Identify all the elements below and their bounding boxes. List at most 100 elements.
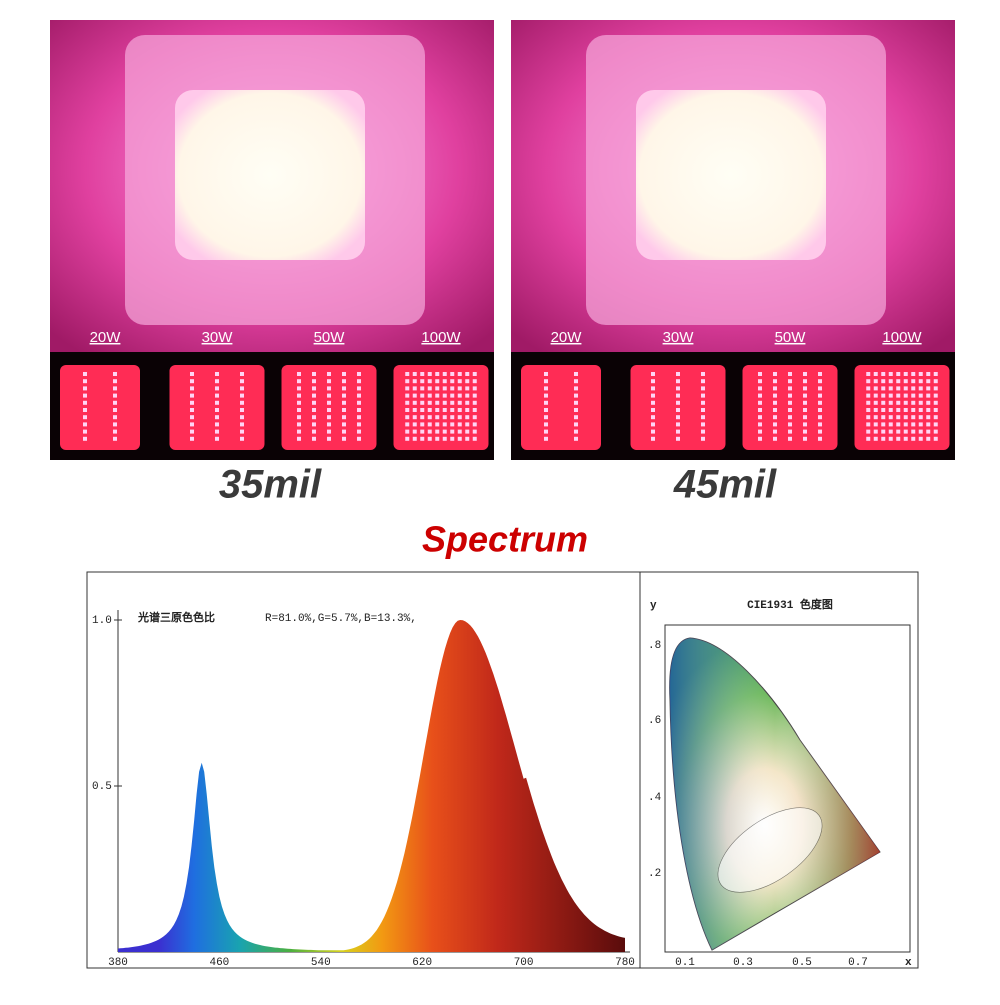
led-dot bbox=[903, 429, 908, 434]
led-dot bbox=[83, 400, 87, 405]
led-dot bbox=[911, 408, 916, 412]
led-dot bbox=[881, 379, 886, 384]
led-dot bbox=[412, 386, 417, 391]
cie-x-axis: x bbox=[905, 957, 912, 969]
led-dot bbox=[312, 422, 316, 427]
led-dot bbox=[933, 372, 938, 376]
led-dot bbox=[240, 393, 244, 398]
led-dot bbox=[190, 393, 194, 398]
led-dot bbox=[773, 429, 777, 434]
led-dot bbox=[312, 429, 316, 434]
cie-y-label: .4 bbox=[648, 792, 662, 804]
led-dot bbox=[450, 429, 455, 434]
led-dot bbox=[83, 393, 87, 398]
led-dot bbox=[442, 408, 447, 412]
led-dot bbox=[788, 400, 792, 405]
led-dot bbox=[357, 400, 361, 405]
led-dot bbox=[866, 386, 871, 391]
led-dot bbox=[926, 386, 931, 391]
led-dot bbox=[215, 436, 219, 441]
led-dot bbox=[427, 393, 432, 398]
led-dot bbox=[701, 379, 705, 384]
led-dot bbox=[881, 408, 886, 412]
led-dot bbox=[427, 429, 432, 434]
led-dot bbox=[911, 400, 916, 405]
led-dot bbox=[412, 408, 417, 412]
led-dot bbox=[457, 422, 462, 427]
led-dot bbox=[240, 429, 244, 434]
led-dot bbox=[190, 400, 194, 405]
led-dot bbox=[903, 372, 908, 376]
led-dot bbox=[412, 422, 417, 427]
chip bbox=[630, 365, 726, 450]
led-dot bbox=[701, 408, 705, 412]
led-dot bbox=[933, 422, 938, 427]
led-dot bbox=[773, 393, 777, 398]
led-dot bbox=[873, 436, 878, 441]
led-dot bbox=[435, 372, 440, 376]
led-dot bbox=[866, 400, 871, 405]
led-dot bbox=[818, 393, 822, 398]
led-dot bbox=[918, 436, 923, 441]
led-dot bbox=[651, 379, 655, 384]
led-dot bbox=[240, 400, 244, 405]
x-tick-label: 700 bbox=[514, 957, 534, 969]
led-dot bbox=[312, 379, 316, 384]
led-dot bbox=[420, 400, 425, 405]
led-dot bbox=[450, 372, 455, 376]
led-dot bbox=[918, 386, 923, 391]
led-dot bbox=[312, 415, 316, 420]
led-dot bbox=[926, 415, 931, 420]
chip bbox=[521, 365, 601, 450]
led-dot bbox=[412, 372, 417, 376]
led-dot bbox=[926, 422, 931, 427]
led-dot bbox=[676, 408, 680, 412]
chip bbox=[393, 365, 489, 450]
led-glow bbox=[636, 90, 826, 260]
led-dot bbox=[881, 436, 886, 441]
led-dot bbox=[918, 429, 923, 434]
led-dot bbox=[450, 415, 455, 420]
led-dot bbox=[240, 408, 244, 412]
led-dot bbox=[83, 379, 87, 384]
led-dot bbox=[888, 400, 893, 405]
led-dot bbox=[427, 386, 432, 391]
led-dot bbox=[427, 400, 432, 405]
led-dot bbox=[435, 379, 440, 384]
led-dot bbox=[83, 429, 87, 434]
led-dot bbox=[405, 372, 410, 376]
led-dot bbox=[113, 379, 117, 384]
led-dot bbox=[215, 429, 219, 434]
led-dot bbox=[412, 429, 417, 434]
led-dot bbox=[420, 372, 425, 376]
led-dot bbox=[881, 429, 886, 434]
led-dot bbox=[342, 400, 346, 405]
led-dot bbox=[215, 386, 219, 391]
led-dot bbox=[83, 415, 87, 420]
led-dot bbox=[357, 429, 361, 434]
led-dot bbox=[758, 415, 762, 420]
led-dot bbox=[450, 386, 455, 391]
led-dot bbox=[472, 400, 477, 405]
led-dot bbox=[866, 393, 871, 398]
led-dot bbox=[896, 408, 901, 412]
led-dot bbox=[574, 429, 578, 434]
led-dot bbox=[818, 386, 822, 391]
led-dot bbox=[327, 415, 331, 420]
led-dot bbox=[866, 415, 871, 420]
led-dot bbox=[465, 372, 470, 376]
led-dot bbox=[327, 386, 331, 391]
led-dot bbox=[896, 393, 901, 398]
led-dot bbox=[818, 422, 822, 427]
led-dot bbox=[866, 429, 871, 434]
led-dot bbox=[442, 422, 447, 427]
spectrum-curve bbox=[118, 620, 625, 952]
led-dot bbox=[803, 408, 807, 412]
led-dot bbox=[297, 372, 301, 376]
led-dot bbox=[926, 436, 931, 441]
led-dot bbox=[327, 422, 331, 427]
caption: 35mil bbox=[219, 463, 322, 507]
led-dot bbox=[113, 415, 117, 420]
led-dot bbox=[297, 436, 301, 441]
led-dot bbox=[803, 429, 807, 434]
